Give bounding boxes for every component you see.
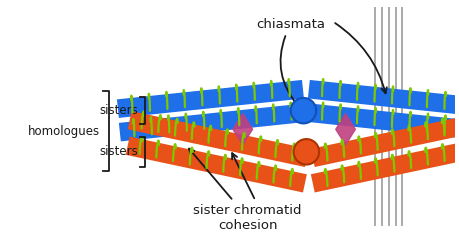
Polygon shape [118, 104, 305, 141]
Polygon shape [307, 104, 459, 141]
Circle shape [293, 139, 319, 164]
Polygon shape [117, 80, 303, 118]
Circle shape [290, 98, 315, 124]
Polygon shape [335, 114, 355, 145]
Text: sisters: sisters [99, 145, 138, 158]
Polygon shape [128, 111, 308, 167]
Polygon shape [310, 111, 459, 167]
Polygon shape [307, 80, 459, 118]
Polygon shape [232, 114, 252, 145]
Polygon shape [125, 137, 306, 193]
Text: sister chromatid
cohesion: sister chromatid cohesion [189, 149, 301, 232]
Text: chiasmata: chiasmata [256, 18, 325, 106]
Polygon shape [310, 137, 459, 193]
Text: sisters: sisters [99, 104, 138, 117]
Text: homologues: homologues [28, 125, 100, 138]
